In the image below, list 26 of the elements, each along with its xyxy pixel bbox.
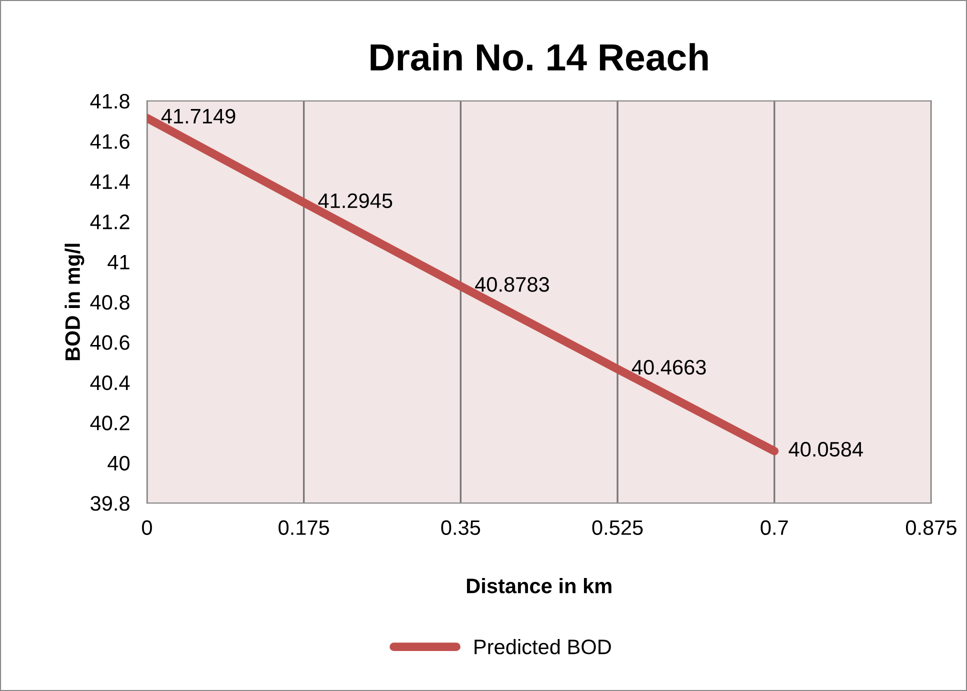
y-tick-label: 39.8: [90, 496, 130, 511]
y-tick-label: 40.8: [90, 294, 130, 310]
chart-title: Drain No. 14 Reach: [370, 43, 708, 71]
x-tick-label: 0.35: [441, 520, 480, 536]
y-tick-label: 40: [108, 456, 130, 471]
data-label: 40.4663: [632, 360, 706, 375]
y-tick-label: 41.8: [90, 94, 130, 109]
y-tick-label: 40.6: [90, 335, 130, 350]
x-tick-label: 0.875: [906, 520, 956, 536]
x-axis-title: Distance in km: [466, 578, 612, 594]
legend-label: Predicted BOD: [474, 639, 611, 654]
data-label: 40.8783: [475, 277, 549, 292]
x-tick-label: 0.525: [592, 520, 643, 536]
data-label: 41.2945: [318, 193, 392, 208]
y-axis-title: BOD in mg/l: [64, 244, 84, 360]
x-tick-label: 0.175: [278, 520, 330, 536]
data-label: 41.7149: [161, 108, 236, 124]
y-tick-label: 41: [108, 254, 130, 270]
y-tick-label: 40.2: [90, 416, 130, 430]
x-tick-label: 0: [142, 520, 152, 536]
y-tick-label: 41.4: [90, 174, 130, 189]
x-tick-label: 0.7: [760, 520, 788, 536]
y-tick-label: 41.2: [90, 214, 130, 230]
y-tick-label: 41.6: [90, 134, 130, 149]
data-label: 40.0584: [788, 442, 863, 457]
y-tick-label: 40.4: [90, 375, 130, 390]
